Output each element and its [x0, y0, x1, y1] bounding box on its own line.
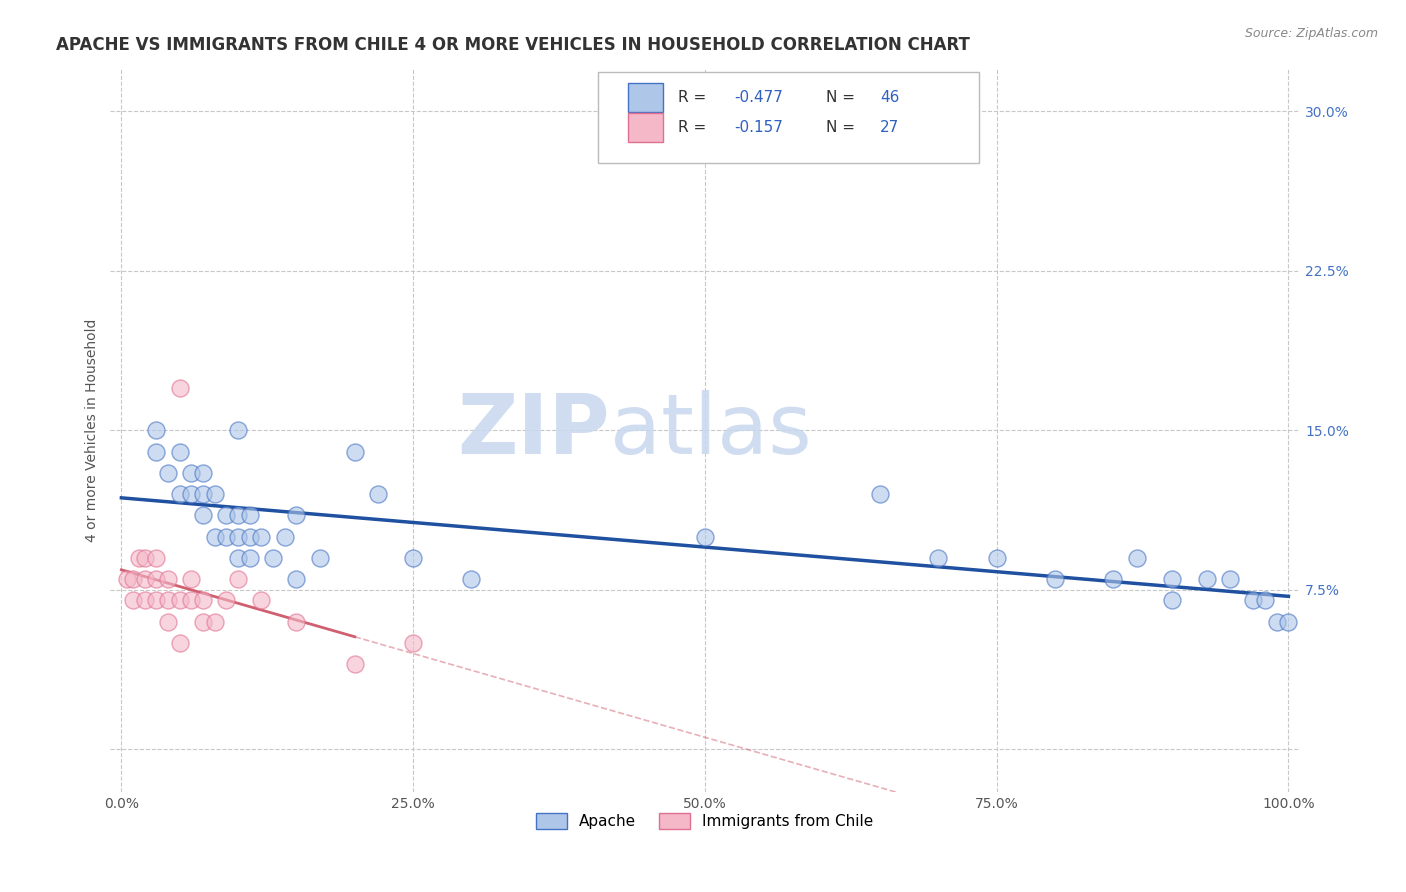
- Bar: [627, 83, 664, 112]
- Point: [1160, 593, 1182, 607]
- Point: [122, 572, 145, 586]
- Point: [122, 593, 145, 607]
- Point: [169, 381, 191, 395]
- Text: N =: N =: [827, 90, 860, 105]
- Point: [285, 508, 308, 523]
- Point: [1160, 572, 1182, 586]
- Point: [145, 444, 167, 458]
- Point: [343, 444, 366, 458]
- Point: [239, 530, 262, 544]
- Point: [191, 593, 214, 607]
- Text: 27: 27: [880, 120, 898, 136]
- Point: [1265, 615, 1288, 629]
- Point: [274, 530, 297, 544]
- Point: [226, 572, 249, 586]
- Point: [180, 593, 202, 607]
- Point: [343, 657, 366, 672]
- Point: [180, 487, 202, 501]
- Point: [239, 508, 262, 523]
- Point: [1102, 572, 1125, 586]
- Point: [157, 466, 180, 480]
- Point: [169, 487, 191, 501]
- Point: [145, 593, 167, 607]
- Point: [128, 550, 150, 565]
- Point: [204, 615, 226, 629]
- Point: [180, 572, 202, 586]
- Point: [1277, 615, 1299, 629]
- Point: [134, 593, 156, 607]
- Point: [204, 530, 226, 544]
- Point: [1125, 550, 1147, 565]
- Text: -0.157: -0.157: [735, 120, 783, 136]
- Point: [1043, 572, 1066, 586]
- Point: [157, 572, 180, 586]
- Point: [134, 550, 156, 565]
- Point: [157, 615, 180, 629]
- Text: APACHE VS IMMIGRANTS FROM CHILE 4 OR MORE VEHICLES IN HOUSEHOLD CORRELATION CHAR: APACHE VS IMMIGRANTS FROM CHILE 4 OR MOR…: [56, 36, 970, 54]
- Point: [250, 593, 273, 607]
- Point: [460, 572, 482, 586]
- Text: Source: ZipAtlas.com: Source: ZipAtlas.com: [1244, 27, 1378, 40]
- Point: [169, 593, 191, 607]
- Text: 46: 46: [880, 90, 900, 105]
- Point: [215, 530, 238, 544]
- Point: [239, 550, 262, 565]
- Text: R =: R =: [678, 120, 710, 136]
- Point: [226, 423, 249, 437]
- Text: atlas: atlas: [610, 390, 811, 471]
- Point: [191, 466, 214, 480]
- Point: [191, 615, 214, 629]
- Point: [402, 636, 425, 650]
- Point: [157, 593, 180, 607]
- Point: [180, 466, 202, 480]
- Point: [115, 572, 138, 586]
- Point: [215, 593, 238, 607]
- Text: N =: N =: [827, 120, 860, 136]
- Point: [285, 615, 308, 629]
- Point: [927, 550, 949, 565]
- Point: [169, 636, 191, 650]
- Point: [134, 572, 156, 586]
- Bar: [627, 113, 664, 143]
- Point: [285, 572, 308, 586]
- Point: [693, 530, 716, 544]
- Point: [226, 530, 249, 544]
- Point: [1219, 572, 1241, 586]
- Y-axis label: 4 or more Vehicles in Household: 4 or more Vehicles in Household: [86, 318, 100, 542]
- Point: [250, 530, 273, 544]
- Point: [1254, 593, 1277, 607]
- Legend: Apache, Immigrants from Chile: Apache, Immigrants from Chile: [530, 806, 879, 835]
- Point: [191, 508, 214, 523]
- Point: [402, 550, 425, 565]
- Text: ZIP: ZIP: [457, 390, 610, 471]
- Point: [986, 550, 1008, 565]
- Point: [367, 487, 389, 501]
- Point: [145, 572, 167, 586]
- Text: R =: R =: [678, 90, 710, 105]
- Point: [204, 487, 226, 501]
- Point: [1195, 572, 1218, 586]
- Point: [869, 487, 891, 501]
- Point: [215, 508, 238, 523]
- Text: -0.477: -0.477: [735, 90, 783, 105]
- Point: [1241, 593, 1264, 607]
- Point: [226, 508, 249, 523]
- Point: [169, 444, 191, 458]
- Point: [308, 550, 330, 565]
- Point: [145, 550, 167, 565]
- FancyBboxPatch shape: [598, 72, 979, 162]
- Point: [262, 550, 284, 565]
- Point: [191, 487, 214, 501]
- Point: [226, 550, 249, 565]
- Point: [145, 423, 167, 437]
